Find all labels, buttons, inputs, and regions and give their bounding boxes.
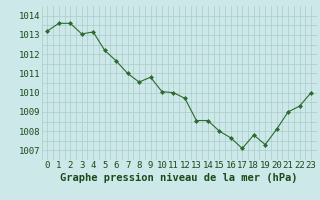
X-axis label: Graphe pression niveau de la mer (hPa): Graphe pression niveau de la mer (hPa) bbox=[60, 173, 298, 183]
